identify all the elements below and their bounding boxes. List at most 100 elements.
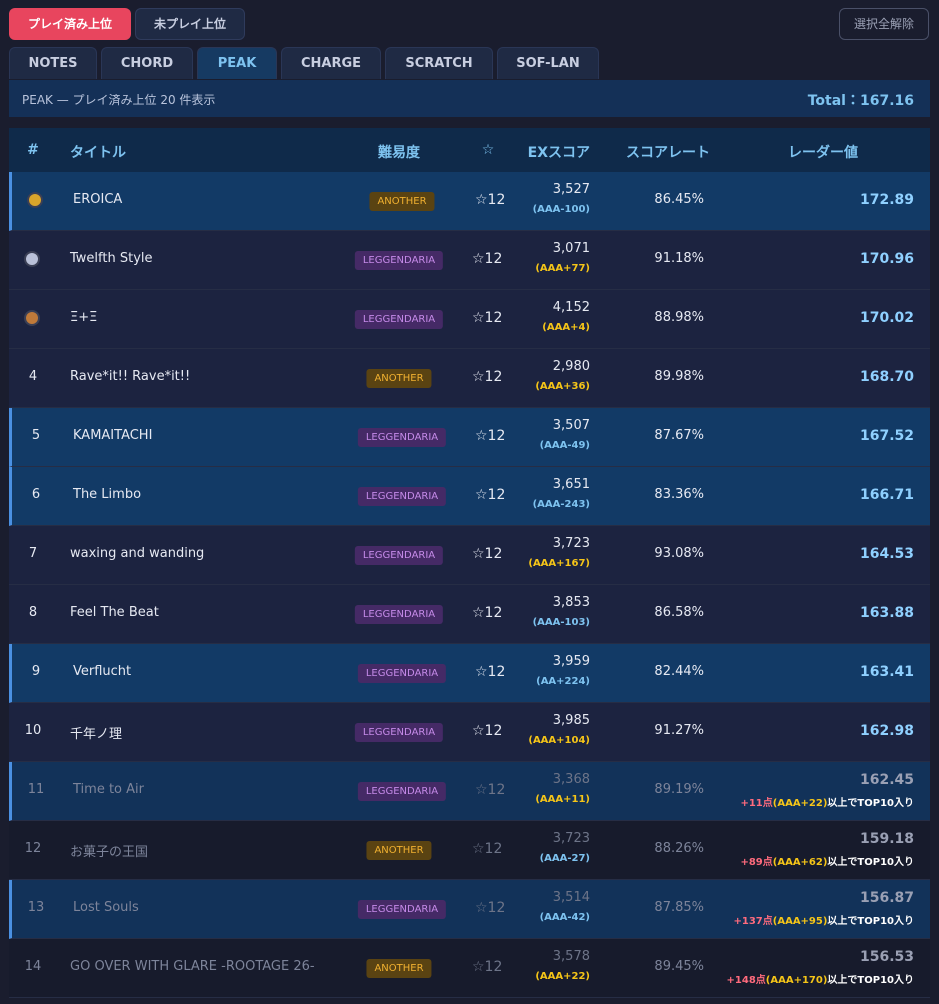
table-row[interactable]: 10 千年ノ理 LEGGENDARIA ☆12 3,985 (AAA+104) 91.27%…	[9, 703, 930, 762]
song-title: Lost Souls	[73, 900, 139, 915]
difficulty-badge: LEGGENDARIA	[354, 723, 444, 742]
rank: 6	[31, 487, 41, 502]
column-header: ☆	[481, 142, 495, 158]
score-rate: 87.67%	[654, 428, 704, 443]
ex-score: 2,980	[552, 359, 590, 374]
grade-diff: (AAA+167)	[528, 558, 590, 569]
tab[interactable]: NOTES	[9, 47, 97, 79]
column-header: #	[27, 142, 39, 158]
table-row[interactable]: 5 KAMAITACHI LEGGENDARIA ☆12 3,507 (AAA-49) 87…	[9, 408, 930, 467]
level: ☆12	[475, 487, 506, 503]
song-title: Rave*it!! Rave*it!!	[70, 369, 191, 384]
radar-value: 156.87	[859, 890, 914, 906]
note-part: 以上でTOP10入り	[827, 975, 914, 986]
ex-score: 3,514	[552, 890, 590, 905]
summary-text: PEAK — プレイ済み上位 20 件表示	[22, 93, 216, 107]
grade-diff: (AAA-42)	[539, 912, 590, 923]
level: ☆12	[472, 605, 503, 621]
rank: 14	[24, 959, 42, 974]
grade-diff: (AAA+104)	[528, 735, 590, 746]
score-rate: 89.19%	[654, 782, 704, 797]
score-rate: 91.18%	[654, 251, 704, 266]
radar-value: 164.53	[859, 546, 914, 562]
song-title: Ξ+Ξ	[70, 310, 98, 325]
song-title: Feel The Beat	[70, 605, 159, 620]
radar-value: 163.41	[859, 664, 914, 680]
note-part: +137点	[733, 916, 773, 927]
table-row[interactable]: 11 Time to Air LEGGENDARIA ☆12 3,368 (AAA+11)…	[9, 762, 930, 821]
summary-total: Total：167.16	[807, 93, 914, 109]
rank: 11	[27, 782, 45, 797]
song-title: EROICA	[73, 192, 123, 207]
toggle-unplayed[interactable]: 未プレイ上位	[135, 8, 245, 40]
rank: 12	[24, 841, 42, 856]
level: ☆12	[475, 428, 506, 444]
level: ☆12	[475, 782, 506, 798]
grade-diff: (AAA+11)	[535, 794, 590, 805]
level: ☆12	[472, 841, 503, 857]
rank-medal	[29, 194, 41, 206]
score-rate: 82.44%	[654, 664, 704, 679]
level: ☆12	[472, 369, 503, 385]
summary-bar: PEAK — プレイ済み上位 20 件表示 Total：167.16	[9, 80, 930, 117]
difficulty-badge: LEGGENDARIA	[357, 487, 447, 506]
radar-value: 162.98	[859, 723, 914, 739]
ex-score: 3,507	[552, 418, 590, 433]
rank: 7	[28, 546, 38, 561]
note-part: 以上でTOP10入り	[827, 857, 914, 868]
difficulty-badge: ANOTHER	[369, 192, 435, 211]
radar-value: 156.53	[859, 949, 914, 965]
ex-score: 3,723	[552, 831, 590, 846]
table-row[interactable]: 4 Rave*it!! Rave*it!! ANOTHER ☆12 2,980 (AAA+…	[9, 349, 930, 408]
table-row[interactable]: 8 Feel The Beat LEGGENDARIA ☆12 3,853 (AAA-10…	[9, 585, 930, 644]
difficulty-badge: ANOTHER	[366, 959, 432, 978]
note-part: 以上でTOP10入り	[827, 798, 914, 809]
radar-value: 159.18	[859, 831, 914, 847]
ex-score: 3,527	[552, 182, 590, 197]
difficulty-badge: LEGGENDARIA	[357, 428, 447, 447]
tab[interactable]: SCRATCH	[385, 47, 493, 79]
table-row[interactable]: 6 The Limbo LEGGENDARIA ☆12 3,651 (AAA-243) 83…	[9, 467, 930, 526]
note-part: (AAA+62)	[772, 857, 828, 868]
difficulty-badge: LEGGENDARIA	[354, 605, 444, 624]
level: ☆12	[475, 664, 506, 680]
level: ☆12	[472, 310, 503, 326]
column-header: タイトル	[70, 145, 126, 161]
song-title: お菓子の王国	[70, 845, 149, 860]
table-row[interactable]: EROICA ANOTHER ☆12 3,527 (AAA-100) 86.45% 172.…	[9, 172, 930, 231]
table-row[interactable]: 9 Verflucht LEGGENDARIA ☆12 3,959 (AA+224) 82.…	[9, 644, 930, 703]
table-row[interactable]: Twelfth Style LEGGENDARIA ☆12 3,071 (AAA+77)…	[9, 231, 930, 290]
difficulty-badge: ANOTHER	[366, 841, 432, 860]
difficulty-badge: ANOTHER	[366, 369, 432, 388]
top10-note: +89点(AAA+62)以上でTOP10入り	[740, 853, 914, 868]
radar-value: 172.89	[859, 192, 914, 208]
radar-value: 167.52	[859, 428, 914, 444]
tab[interactable]: CHARGE	[281, 47, 381, 79]
grade-diff: (AAA-243)	[532, 499, 590, 510]
note-part: (AAA+170)	[765, 975, 828, 986]
table-header: # タイトル 難易度 ☆ EXスコア スコアレート レーダー値	[9, 128, 930, 172]
rank-medal	[26, 312, 38, 324]
score-rate: 86.45%	[654, 192, 704, 207]
table-row[interactable]: 12 お菓子の王国 ANOTHER ☆12 3,723 (AAA-27) 88.26% 159…	[9, 821, 930, 880]
rank: 5	[31, 428, 41, 443]
table-row[interactable]: 13 Lost Souls LEGGENDARIA ☆12 3,514 (AAA-42) 8…	[9, 880, 930, 939]
ex-score: 3,071	[552, 241, 590, 256]
tab[interactable]: PEAK	[197, 47, 277, 79]
difficulty-badge: LEGGENDARIA	[354, 251, 444, 270]
grade-diff: (AAA-27)	[539, 853, 590, 864]
table-row[interactable]: 14 GO OVER WITH GLARE -ROOTAGE 26- ANOTHER…	[9, 939, 930, 998]
clear-button[interactable]: 選択全解除	[839, 8, 929, 40]
grade-diff: (AAA+36)	[535, 381, 590, 392]
table-row[interactable]: Ξ+Ξ LEGGENDARIA ☆12 4,152 (AAA+4) 88.98% 170.0…	[9, 290, 930, 349]
difficulty-badge: LEGGENDARIA	[357, 900, 447, 919]
score-rate: 89.45%	[654, 959, 704, 974]
score-rate: 89.98%	[654, 369, 704, 384]
score-rate: 83.36%	[654, 487, 704, 502]
song-title: Verflucht	[73, 664, 132, 679]
toggle-played[interactable]: プレイ済み上位	[9, 8, 131, 40]
tab[interactable]: SOF-LAN	[497, 47, 599, 79]
tab[interactable]: CHORD	[101, 47, 193, 79]
table-row[interactable]: 7 waxing and wanding LEGGENDARIA ☆12 3,723 (A…	[9, 526, 930, 585]
